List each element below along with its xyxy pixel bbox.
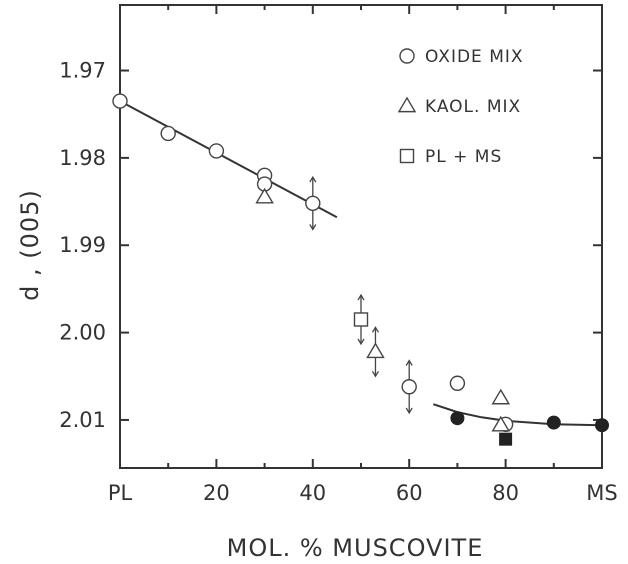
circle-marker [401, 379, 417, 395]
circle-marker [112, 93, 128, 109]
filled-circle-marker [450, 411, 465, 426]
axis-ticks [119, 5, 603, 468]
circle-marker [399, 48, 415, 64]
filled-square-marker [499, 432, 513, 446]
error-arrow-up [405, 359, 413, 366]
y-tick-label: 2.01 [59, 408, 106, 432]
circle-marker [449, 375, 466, 391]
triangle-marker [397, 96, 417, 113]
y-tick-label: 1.97 [59, 59, 106, 83]
y-tick-label: 2.00 [59, 321, 106, 345]
fit-line [432, 403, 603, 427]
filled-circle-marker [595, 418, 609, 433]
error-arrow-down [405, 407, 413, 415]
x-tick-label: 80 [492, 481, 519, 505]
fit-line [119, 100, 338, 219]
x-tick-label: 40 [299, 481, 326, 505]
legend-label: PL + MS [425, 147, 502, 167]
circle-marker [305, 195, 321, 212]
error-arrow-up [309, 175, 317, 183]
y-axis-title: d , (005) [16, 189, 44, 301]
x-tick-labels: PL 20 40 60 80 MS [108, 481, 618, 505]
x-tick-label: PL [108, 481, 133, 505]
x-tick-label: MS [586, 481, 617, 505]
data-points [112, 93, 609, 446]
error-arrow-up [371, 326, 380, 333]
triangle-marker [255, 187, 274, 204]
error-arrow-up [357, 293, 365, 301]
error-arrow-down [357, 338, 365, 346]
x-tick-label: 60 [396, 481, 423, 505]
legend-label: OXIDE MIX [425, 47, 524, 67]
legend: OXIDE MIX KAOL. MIX PL + MS [397, 47, 524, 167]
y-tick-label: 1.99 [59, 233, 106, 257]
triangle-marker [491, 415, 511, 432]
square-marker [353, 312, 369, 327]
legend-label: KAOL. MIX [425, 97, 521, 117]
triangle-marker [491, 388, 511, 405]
y-tick-label: 1.98 [59, 146, 106, 170]
triangle-marker [366, 342, 385, 359]
circle-marker [160, 125, 176, 142]
square-marker [399, 148, 415, 164]
filled-circle-marker [546, 415, 561, 430]
x-axis-title: MOL. % MUSCOVITE [227, 534, 484, 562]
x-tick-label: 20 [203, 481, 230, 505]
error-arrow-down [371, 370, 380, 378]
circle-marker [208, 143, 225, 159]
y-tick-labels: 1.97 1.98 1.99 2.00 2.01 [59, 59, 106, 432]
fit-lines [119, 100, 603, 427]
error-arrow-down [309, 224, 317, 231]
plot-frame [119, 4, 603, 469]
